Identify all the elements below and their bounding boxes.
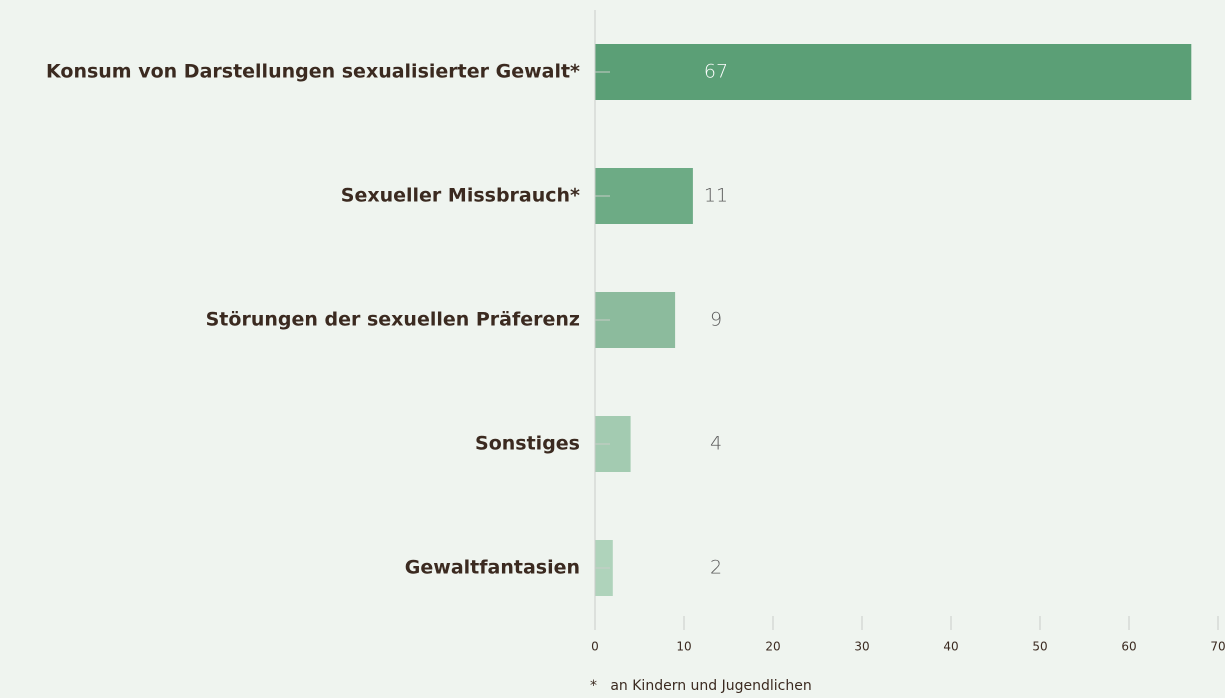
category-label: Sonstiges <box>475 433 580 455</box>
value-label: 4 <box>710 433 722 455</box>
value-label: 9 <box>710 309 722 331</box>
category-label: Sexueller Missbrauch* <box>341 185 580 207</box>
value-label: 67 <box>704 61 728 83</box>
x-tick-label: 0 <box>591 640 599 654</box>
x-tick-label: 60 <box>1121 640 1136 654</box>
x-tick-label: 50 <box>1032 640 1047 654</box>
x-tick-label: 40 <box>943 640 958 654</box>
x-tick-label: 70 <box>1210 640 1225 654</box>
value-label: 2 <box>710 557 722 579</box>
x-tick-label: 20 <box>765 640 780 654</box>
x-tick-label: 30 <box>854 640 869 654</box>
category-label: Störungen der sexuellen Präferenz <box>206 309 580 331</box>
footnote: * an Kindern und Jugendlichen <box>590 678 812 694</box>
bar <box>595 168 693 224</box>
bar <box>595 44 1192 100</box>
category-label: Konsum von Darstellungen sexualisierter … <box>46 61 580 83</box>
value-label: 11 <box>704 185 728 207</box>
category-label: Gewaltfantasien <box>405 557 580 579</box>
x-tick-label: 10 <box>676 640 691 654</box>
